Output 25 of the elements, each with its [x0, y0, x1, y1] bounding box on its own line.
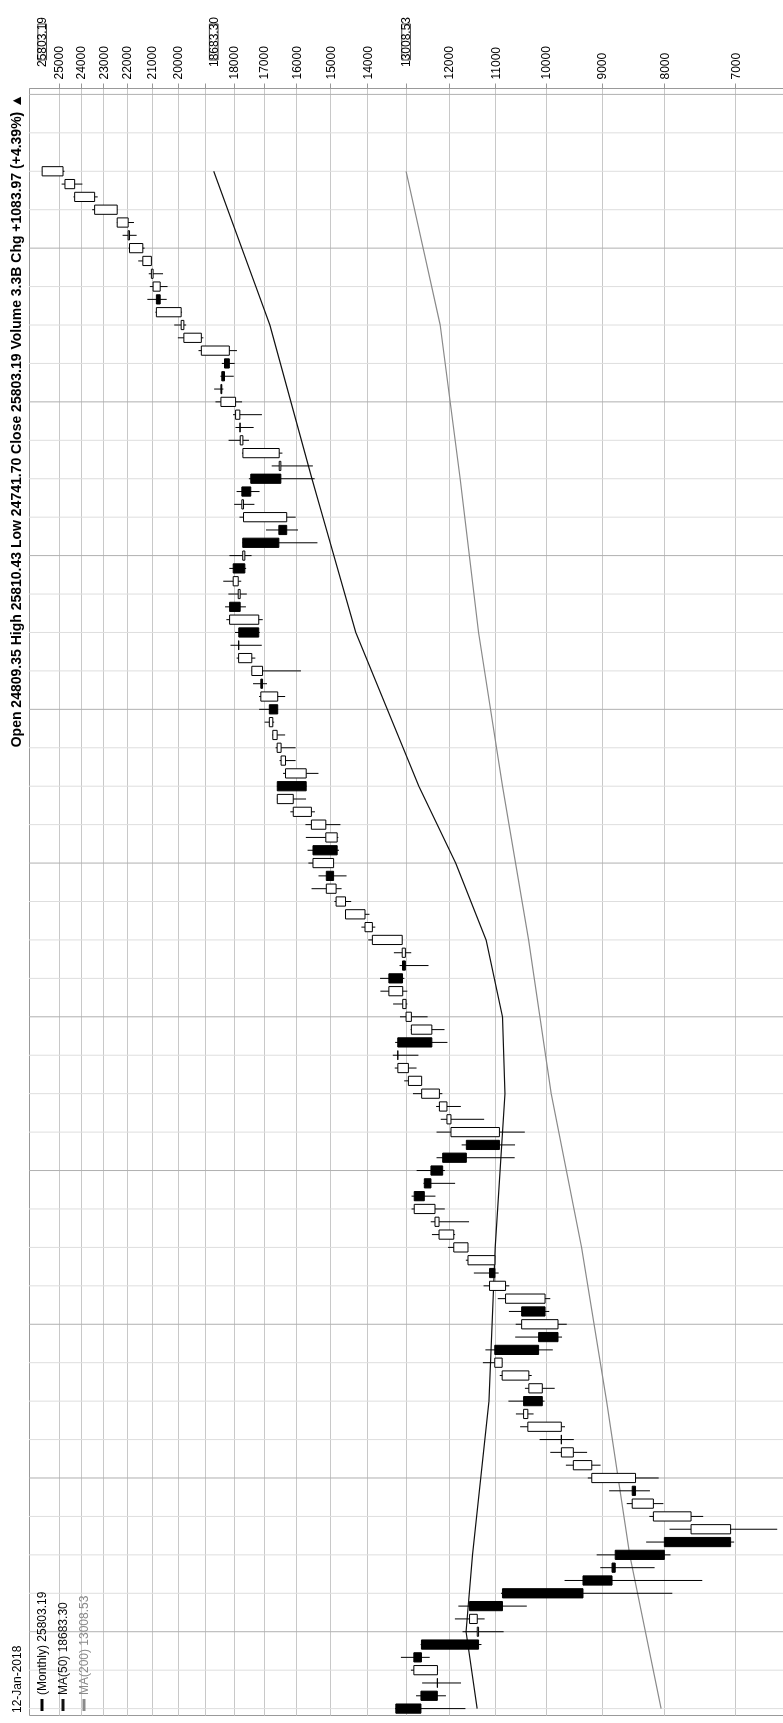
text: 12-Jan-2018: [10, 1645, 24, 1713]
text: MA(200) 13008.53: [77, 1595, 91, 1695]
text: 13008.53: [399, 16, 414, 68]
x-tick-label: 20000: [171, 45, 186, 80]
x-tick-label: 23000: [96, 45, 111, 80]
x-tick-label: 21000: [145, 45, 160, 80]
x-tick-label: 10000: [539, 45, 554, 80]
text: Open 24809.35 High 25810.43 Low 24741.70 Close 25803.19 Volume 3.3B Chg +1083.97 (+4.39%) ▲: [8, 94, 24, 748]
x-tick-label: 15000: [323, 45, 338, 80]
x-tick-label: 18000: [227, 45, 242, 80]
x-tick-label: 7000: [728, 52, 743, 80]
x-tick-label: 24000: [74, 45, 89, 80]
text: MA(50) 18683.30: [56, 1601, 70, 1695]
x-tick-label: 14000: [360, 45, 375, 80]
x-tick-label: 17000: [257, 45, 272, 80]
text: (Monthly) 25803.19: [35, 1591, 49, 1695]
text: 18683.30: [206, 16, 221, 68]
x-tick-label: 8000: [657, 52, 672, 80]
x-tick-label: 25000: [52, 45, 67, 80]
text: 25803.19: [35, 16, 50, 68]
x-tick-label: 22000: [120, 45, 135, 80]
x-tick-label: 11000: [488, 46, 503, 80]
x-tick-label: 16000: [289, 45, 304, 80]
x-tick-label: 9000: [595, 52, 610, 80]
x-tick-label: 12000: [442, 45, 457, 80]
